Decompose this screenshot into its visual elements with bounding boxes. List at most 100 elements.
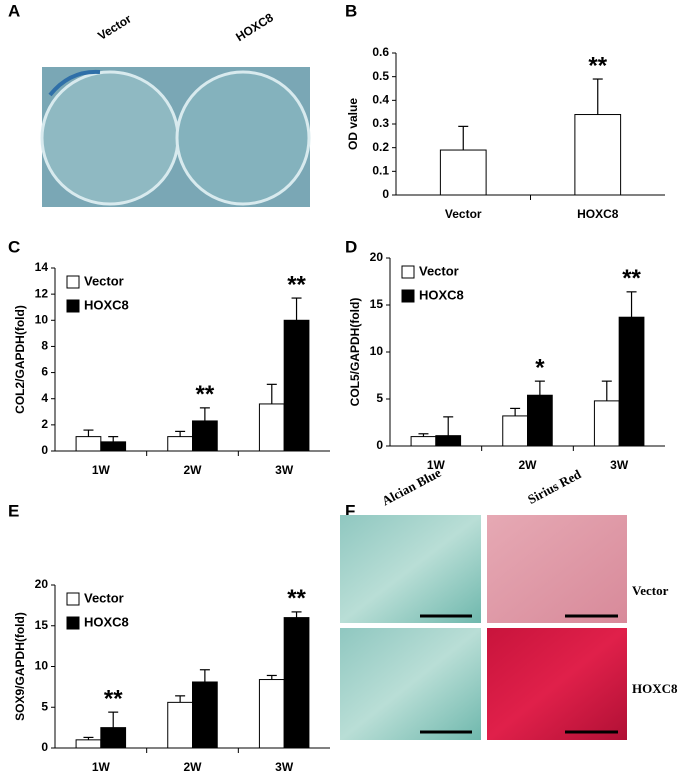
- y-tick-label: 0: [382, 187, 389, 201]
- y-tick-label: 15: [370, 297, 384, 311]
- y-tick-label: 2: [41, 417, 48, 431]
- panel-label: A: [8, 1, 20, 20]
- y-tick-label: 4: [41, 391, 48, 405]
- photo-a: [40, 67, 311, 207]
- y-tick-label: 0: [41, 740, 48, 754]
- bar: [527, 394, 553, 447]
- legend-swatch: [401, 289, 415, 303]
- y-tick-label: 0.6: [372, 45, 389, 59]
- photo-f: [340, 515, 627, 740]
- error-bar: [175, 430, 186, 437]
- significance: **: [287, 585, 306, 612]
- y-tick-label: 15: [35, 618, 49, 632]
- y-tick-label: 10: [370, 344, 384, 358]
- error-bar: [510, 407, 521, 416]
- y-tick-label: 14: [35, 260, 49, 274]
- y-axis-label: OD value: [346, 98, 360, 150]
- error-bar: [601, 380, 612, 401]
- significance: *: [535, 354, 545, 381]
- y-tick-label: 0.3: [372, 116, 389, 130]
- panel-label: E: [8, 501, 19, 520]
- bar: [167, 701, 193, 749]
- error-bar: [83, 429, 94, 437]
- y-tick-label: 0.5: [372, 69, 389, 83]
- legend-label: Vector: [419, 263, 459, 278]
- error-bar: [108, 436, 119, 442]
- legend-label: HOXC8: [84, 297, 129, 312]
- bar: [618, 316, 645, 447]
- bar: [283, 617, 310, 749]
- error-bar: [266, 674, 277, 680]
- error-bar: [592, 78, 603, 115]
- bar: [283, 319, 310, 452]
- bar: [258, 679, 285, 749]
- legend-swatch: [66, 616, 80, 630]
- bar: [192, 420, 218, 452]
- legend-label: Vector: [84, 273, 124, 288]
- panel-label: D: [345, 237, 357, 256]
- error-bar: [199, 407, 210, 421]
- bar: [502, 415, 528, 447]
- x-tick-label: 1W: [427, 458, 446, 472]
- y-axis-label: COL2/GAPDH(fold): [13, 305, 27, 414]
- legend-swatch: [66, 592, 80, 606]
- y-tick-label: 8: [41, 339, 48, 353]
- panel-label: F: [345, 501, 355, 520]
- bar: [75, 436, 102, 452]
- x-tick-label: 1W: [92, 760, 111, 774]
- y-tick-label: 10: [35, 312, 49, 326]
- y-tick-label: 5: [376, 391, 383, 405]
- y-tick-label: 20: [370, 250, 384, 264]
- x-tick-label: HOXC8: [577, 207, 619, 221]
- y-tick-label: 12: [35, 286, 49, 300]
- photo-label: Vector: [632, 583, 669, 598]
- bar: [100, 441, 127, 452]
- x-tick-label: 3W: [275, 760, 294, 774]
- bar: [100, 727, 127, 749]
- x-tick-label: 2W: [184, 463, 203, 477]
- bar: [258, 403, 285, 452]
- legend-label: HOXC8: [84, 614, 129, 629]
- error-bar: [418, 433, 429, 437]
- error-bar: [626, 291, 637, 318]
- bar: [439, 149, 487, 196]
- x-tick-label: 2W: [184, 760, 203, 774]
- bar: [593, 400, 620, 447]
- y-tick-label: 0: [376, 438, 383, 452]
- y-axis-label: SOX9/GAPDH(fold): [13, 612, 27, 721]
- bar: [167, 436, 193, 452]
- bar: [435, 435, 462, 447]
- legend-label: HOXC8: [419, 287, 464, 302]
- error-bar: [83, 736, 94, 740]
- x-tick-label: 1W: [92, 463, 111, 477]
- bar: [192, 681, 218, 749]
- significance: **: [287, 271, 306, 298]
- error-bar: [108, 711, 119, 728]
- legend-swatch: [66, 299, 80, 313]
- y-tick-label: 0.4: [372, 93, 389, 107]
- error-bar: [175, 695, 186, 703]
- error-bar: [199, 669, 210, 682]
- legend-swatch: [401, 265, 415, 279]
- significance: **: [622, 265, 641, 292]
- y-tick-label: 6: [41, 365, 48, 379]
- y-tick-label: 0.2: [372, 140, 389, 154]
- photo-label: Vector: [95, 11, 134, 42]
- significance: **: [196, 381, 215, 408]
- y-tick-label: 10: [35, 659, 49, 673]
- x-tick-label: Vector: [445, 207, 482, 221]
- x-tick-label: 3W: [610, 458, 629, 472]
- photo-label: HOXC8: [233, 10, 276, 44]
- x-tick-label: 3W: [275, 463, 294, 477]
- panel-label: C: [8, 237, 20, 256]
- y-tick-label: 0.1: [372, 164, 389, 178]
- error-bar: [266, 383, 277, 404]
- bar: [410, 436, 437, 447]
- photo-label: HOXC8: [632, 681, 678, 696]
- error-bar: [291, 611, 302, 618]
- legend-label: Vector: [84, 590, 124, 605]
- error-bar: [458, 125, 469, 151]
- error-bar: [291, 297, 302, 321]
